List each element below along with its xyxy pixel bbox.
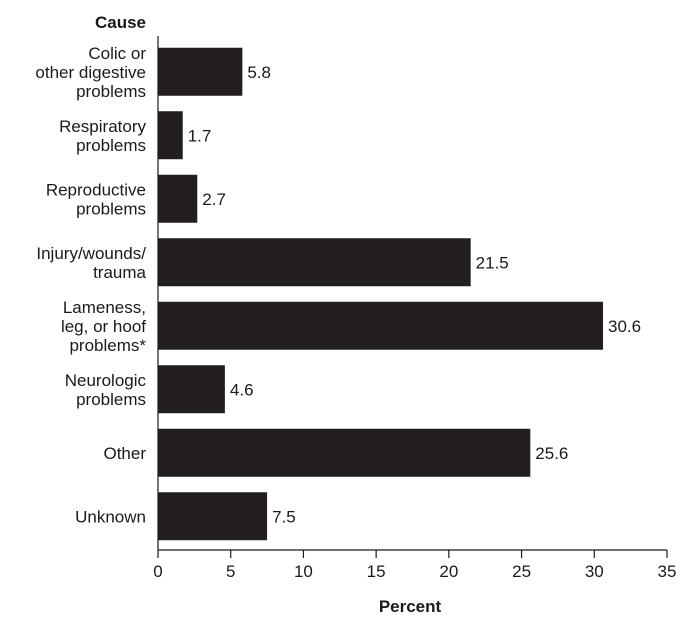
bar <box>158 492 268 541</box>
data-label: 25.6 <box>535 444 568 463</box>
x-axis-title: Percent <box>379 597 442 616</box>
x-tick-label: 25 <box>512 562 531 581</box>
bar <box>158 174 198 223</box>
data-label: 1.7 <box>188 126 212 145</box>
category-label: Colic or other digestive problems <box>35 44 146 101</box>
x-tick-label: 15 <box>367 562 386 581</box>
category-label: Unknown <box>75 507 146 526</box>
y-axis-title: Cause <box>95 13 146 32</box>
x-tick-label: 5 <box>226 562 235 581</box>
x-tick-label: 30 <box>585 562 604 581</box>
data-label: 5.8 <box>247 63 271 82</box>
data-label: 4.6 <box>230 380 254 399</box>
category-label: Injury/wounds/trauma <box>36 244 146 282</box>
bar <box>158 365 225 414</box>
x-tick-label: 35 <box>658 562 677 581</box>
x-tick-label: 0 <box>153 562 162 581</box>
data-label: 21.5 <box>476 253 509 272</box>
category-label: Neurologic problems <box>65 371 147 409</box>
category-label: Other <box>103 444 146 463</box>
bar <box>158 111 183 160</box>
data-label: 2.7 <box>202 190 226 209</box>
bar <box>158 428 531 477</box>
category-label: Respiratory problems <box>59 117 146 155</box>
bar <box>158 301 604 350</box>
category-label: Reproductive problems <box>46 180 146 218</box>
data-label: 7.5 <box>272 507 296 526</box>
bar <box>158 238 471 287</box>
data-label: 30.6 <box>608 317 641 336</box>
x-tick-label: 10 <box>294 562 313 581</box>
category-label: Lameness, leg, or hoof problems* <box>61 298 146 355</box>
x-tick-label: 20 <box>439 562 458 581</box>
bar <box>158 47 243 96</box>
